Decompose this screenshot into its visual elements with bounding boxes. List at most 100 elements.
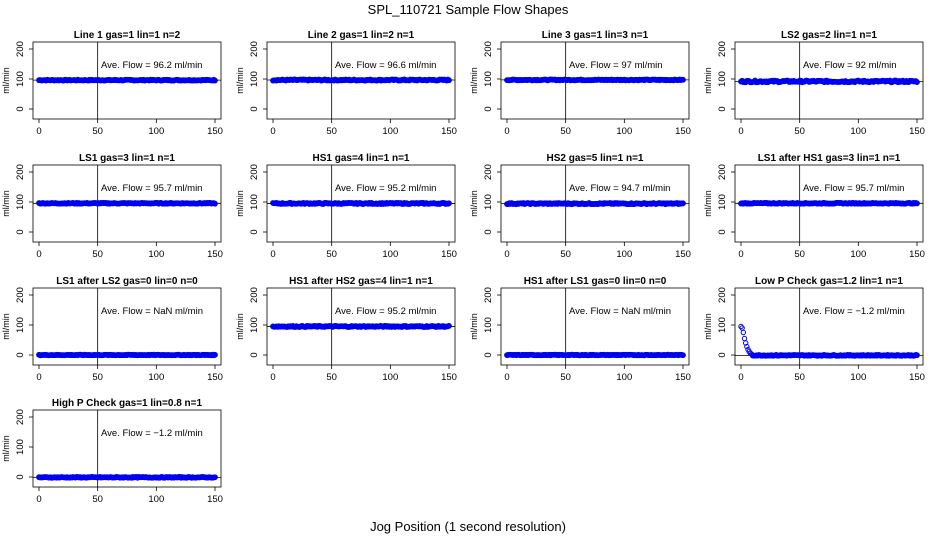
x-tick-label: 0: [36, 249, 41, 260]
chart-panel-3: Line 3 gas=1 lin=3 n=1 0 100 200 ml/min 0 50 10…: [469, 30, 691, 137]
x-tick-label: 150: [441, 249, 457, 260]
x-tick-label: 100: [850, 372, 866, 383]
x-tick-label: 0: [504, 249, 509, 260]
x-tick-label: 50: [794, 372, 805, 383]
x-tick-label: 150: [675, 126, 691, 137]
panel-title: High P Check gas=1 lin=0.8 n=1: [52, 398, 203, 409]
data-series: [738, 199, 920, 207]
average-flow-annotation: Ave. Flow = 97 ml/min: [569, 60, 663, 71]
y-axis-label: ml/min: [1, 190, 11, 217]
panel-title: HS1 after HS2 gas=4 lin=1 n=1: [289, 276, 433, 287]
y-axis-label: ml/min: [703, 190, 713, 217]
y-tick-label: 0: [483, 106, 494, 111]
chart-panel-13: High P Check gas=1 lin=0.8 n=1 0 100 200 ml/…: [1, 398, 223, 505]
data-point: [741, 335, 748, 342]
y-axis-label: ml/min: [469, 313, 479, 340]
panel-title: LS2 gas=2 lin=1 n=1: [781, 30, 877, 41]
y-tick-label: 0: [483, 352, 494, 357]
y-tick-label: 100: [717, 71, 728, 87]
x-tick-label: 100: [148, 494, 164, 505]
chart-panel-8: LS1 after HS1 gas=3 lin=1 n=1 0 100 200 ml/m…: [703, 153, 925, 260]
y-axis-label: ml/min: [235, 313, 245, 340]
panel-title: HS1 after LS1 gas=0 lin=0 n=0: [524, 276, 667, 287]
average-flow-annotation: Ave. Flow = NaN ml/min: [569, 306, 671, 317]
data-point: [680, 352, 686, 359]
y-tick-label: 200: [717, 41, 728, 57]
data-point: [212, 474, 218, 481]
plot-frame: [32, 287, 222, 366]
y-axis-label: ml/min: [1, 67, 11, 94]
y-tick-label: 100: [15, 194, 26, 210]
x-tick-label: 50: [560, 249, 571, 260]
y-tick-label: 200: [15, 41, 26, 57]
data-point: [740, 329, 747, 336]
y-axis-label: ml/min: [1, 313, 11, 340]
panel-title: HS2 gas=5 lin=1 n=1: [547, 153, 644, 164]
average-flow-annotation: Ave. Flow = 94.7 ml/min: [569, 183, 670, 194]
y-tick-label: 100: [249, 194, 260, 210]
y-tick-label: 0: [15, 474, 26, 479]
y-tick-label: 200: [483, 287, 494, 303]
x-tick-label: 50: [794, 126, 805, 137]
x-tick-label: 150: [909, 249, 925, 260]
y-tick-label: 100: [249, 317, 260, 333]
data-point: [212, 351, 218, 358]
data-point: [212, 77, 218, 84]
chart-panel-9: LS1 after LS2 gas=0 lin=0 n=0 0 100 200 ml/m…: [1, 276, 223, 383]
x-tick-label: 150: [675, 249, 691, 260]
y-tick-label: 100: [15, 439, 26, 455]
data-series: [36, 474, 218, 481]
x-tick-label: 0: [270, 126, 275, 137]
panel-title: Line 1 gas=1 lin=1 n=2: [74, 30, 181, 41]
data-point: [914, 79, 920, 86]
y-axis-label: ml/min: [469, 67, 479, 94]
chart-panels: Line 1 gas=1 lin=1 n=2 0 100 200 ml/min 0 50 10…: [1, 30, 925, 505]
x-tick-label: 150: [207, 494, 223, 505]
chart-panel-11: HS1 after LS1 gas=0 lin=0 n=0 0 100 200 ml/m…: [469, 276, 691, 383]
data-series: [738, 77, 920, 86]
average-flow-annotation: Ave. Flow = −1.2 ml/min: [101, 428, 203, 439]
y-tick-label: 200: [717, 164, 728, 180]
chart-panel-5: LS1 gas=3 lin=1 n=1 0 100 200 ml/min 0 50 100 15…: [1, 153, 223, 260]
x-tick-label: 100: [382, 249, 398, 260]
x-tick-label: 150: [207, 126, 223, 137]
y-tick-label: 0: [249, 106, 260, 111]
panel-title: LS1 after LS2 gas=0 lin=0 n=0: [56, 276, 198, 287]
y-tick-label: 100: [483, 194, 494, 210]
average-flow-annotation: Ave. Flow = NaN ml/min: [101, 306, 203, 317]
data-series: [504, 351, 686, 359]
x-tick-label: 50: [794, 249, 805, 260]
panel-title: Low P Check gas=1.2 lin=1 n=1: [755, 276, 903, 287]
x-tick-label: 50: [560, 372, 571, 383]
data-point: [680, 76, 686, 83]
y-tick-label: 100: [717, 317, 728, 333]
chart-panel-12: Low P Check gas=1.2 lin=1 n=1 0 100 200 ml/m…: [703, 276, 925, 383]
y-tick-label: 100: [717, 194, 728, 210]
data-point: [446, 323, 452, 329]
x-tick-label: 100: [850, 249, 866, 260]
x-tick-label: 0: [738, 249, 743, 260]
x-tick-label: 100: [616, 372, 632, 383]
x-tick-label: 0: [270, 372, 275, 383]
panel-title: Line 3 gas=1 lin=3 n=1: [542, 30, 649, 41]
x-tick-label: 150: [207, 372, 223, 383]
x-tick-label: 50: [92, 494, 103, 505]
data-point: [744, 343, 750, 350]
chart-panel-4: LS2 gas=2 lin=1 n=1 0 100 200 ml/min 0 50 100 15…: [703, 30, 925, 137]
x-tick-label: 150: [207, 249, 223, 260]
y-tick-label: 200: [15, 164, 26, 180]
y-axis-label: ml/min: [703, 313, 713, 340]
data-point: [446, 77, 452, 84]
y-tick-label: 0: [717, 352, 728, 357]
x-tick-label: 150: [909, 126, 925, 137]
chart-panel-1: Line 1 gas=1 lin=1 n=2 0 100 200 ml/min 0 50 10…: [1, 30, 223, 137]
y-tick-label: 200: [249, 41, 260, 57]
panel-title: Line 2 gas=1 lin=2 n=1: [308, 30, 415, 41]
x-tick-label: 0: [504, 372, 509, 383]
x-tick-label: 50: [326, 126, 337, 137]
y-tick-label: 200: [249, 287, 260, 303]
x-tick-label: 0: [738, 372, 743, 383]
y-axis-label: ml/min: [235, 190, 245, 217]
average-flow-annotation: Ave. Flow = 95.2 ml/min: [335, 183, 436, 194]
